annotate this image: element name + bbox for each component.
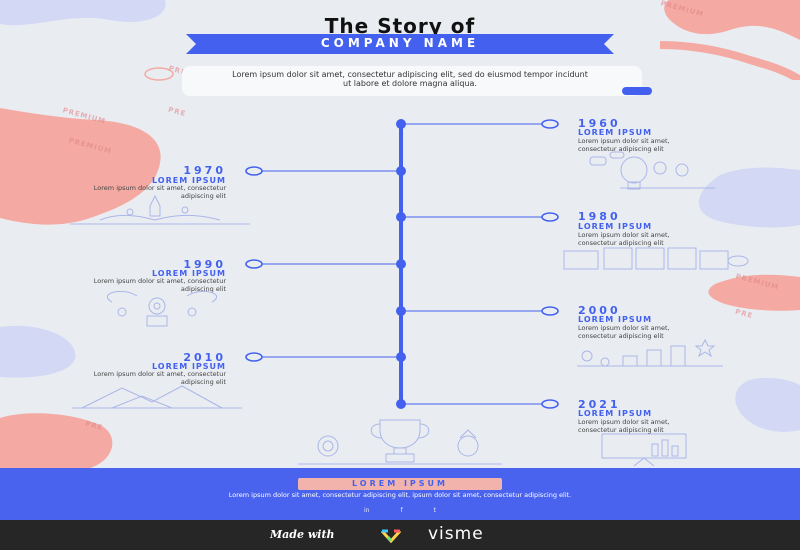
lavender-blob-left-2 xyxy=(0,325,76,378)
lavender-blob-right-1 xyxy=(698,167,800,228)
growth-steps-icon xyxy=(577,338,723,367)
linkedin-icon[interactable]: in xyxy=(364,507,370,514)
milestone-heading: LOREM IPSUM xyxy=(578,315,653,324)
pink-blob-right-2 xyxy=(708,274,800,311)
brand-name[interactable]: visme xyxy=(428,524,484,544)
brand-bar xyxy=(0,520,800,550)
milestone-text: Lorem ipsum dolor sit amet, consectetur … xyxy=(578,137,670,153)
footer xyxy=(0,468,800,520)
timeline-rings xyxy=(245,119,559,409)
year-1970: 1970 xyxy=(183,164,226,177)
year-2000: 2000 xyxy=(578,304,621,317)
milestone-heading: LOREM IPSUM xyxy=(578,222,653,231)
trophy-icon xyxy=(298,419,502,465)
twitter-icon[interactable]: t xyxy=(433,507,436,514)
presentation-chart-icon xyxy=(601,433,687,466)
footer-text: Lorem ipsum dolor sit amet, consectetur … xyxy=(228,491,572,499)
footer-heading-pill xyxy=(298,478,502,490)
company-name: COMPANY NAME xyxy=(320,36,480,50)
computers-icon xyxy=(563,247,749,270)
milestone-text: Lorem ipsum dolor sit amet, consectetur … xyxy=(578,324,670,340)
milestone-heading: LOREM IPSUM xyxy=(151,269,226,278)
visme-logo-icon[interactable] xyxy=(380,527,402,543)
timeline xyxy=(245,119,559,409)
rocket-launch-icon xyxy=(70,194,250,225)
intro-text: Lorem ipsum dolor sit amet, consectetur … xyxy=(232,70,588,88)
milestone-heading: LOREM IPSUM xyxy=(151,176,226,185)
milestone-text: Lorem ipsum dolor sit amet, consectetur … xyxy=(93,277,226,293)
timeline-nodes xyxy=(396,119,406,409)
pink-blob-left-1 xyxy=(0,108,161,225)
milestone-text: Lorem ipsum dolor sit amet, consectetur … xyxy=(578,418,670,434)
lavender-blob-top-left xyxy=(0,0,166,26)
pink-blob-left-3 xyxy=(0,413,113,468)
pink-blob-top-right xyxy=(660,0,800,80)
social-links: in f t xyxy=(364,507,436,514)
milestone-text: Lorem ipsum dolor sit amet, consectetur … xyxy=(93,184,226,200)
brain-gears-icon xyxy=(106,290,218,327)
timeline-connectors xyxy=(262,123,542,405)
year-1990: 1990 xyxy=(183,258,226,271)
milestone-heading: LOREM IPSUM xyxy=(578,409,653,418)
year-1980: 1980 xyxy=(578,210,621,223)
intro-pill xyxy=(622,87,652,95)
lightbulb-icon xyxy=(589,151,715,190)
lavender-blob-right-3 xyxy=(735,377,800,432)
intro-box xyxy=(182,66,642,96)
made-with-text: Made with xyxy=(270,528,335,541)
milestone-heading: LOREM IPSUM xyxy=(151,362,226,371)
milestone-text: Lorem ipsum dolor sit amet, consectetur … xyxy=(93,370,226,386)
title-ribbon xyxy=(186,34,614,54)
year-2010: 2010 xyxy=(183,351,226,364)
year-2021: 2021 xyxy=(578,398,621,411)
facebook-icon[interactable]: f xyxy=(400,507,403,514)
milestone-text: Lorem ipsum dolor sit amet, consectetur … xyxy=(578,231,670,247)
year-1960: 1960 xyxy=(578,117,621,130)
pink-ring-decor xyxy=(144,67,174,81)
footer-heading: LOREM IPSUM xyxy=(351,479,449,488)
milestone-heading: LOREM IPSUM xyxy=(578,128,653,137)
mountains-icon xyxy=(72,385,242,409)
